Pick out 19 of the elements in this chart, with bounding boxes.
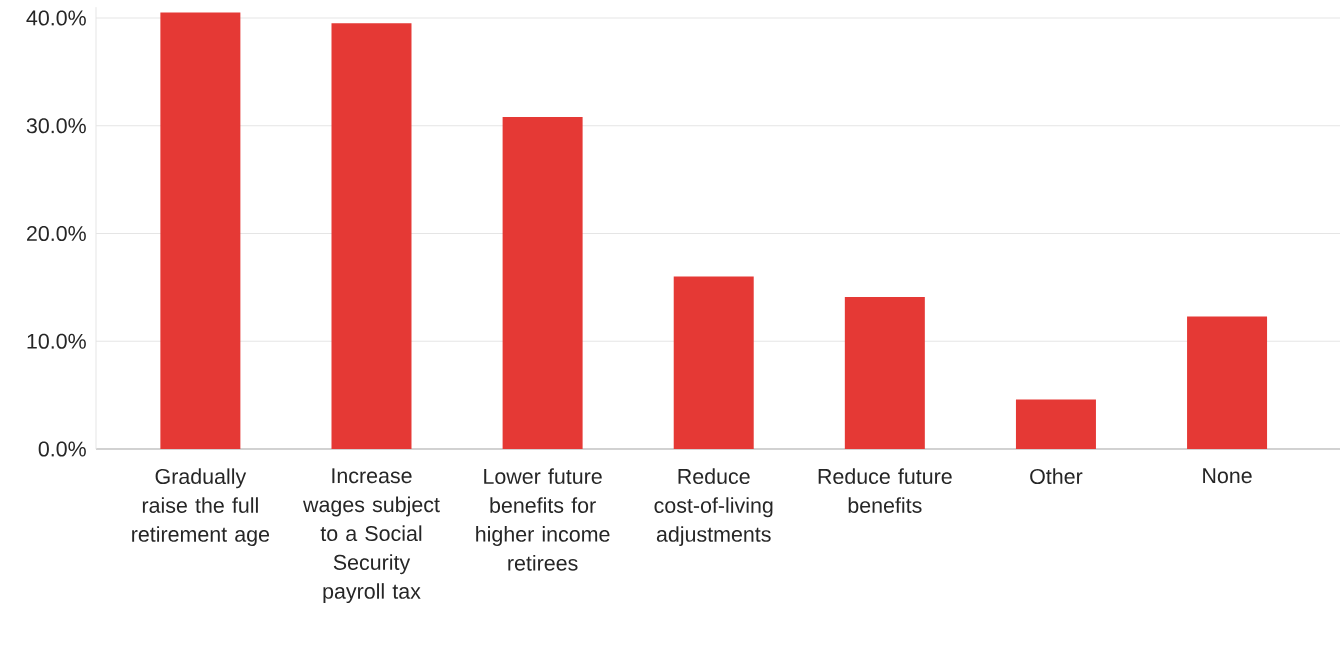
x-tick-label: None (1203, 468, 1252, 484)
x-tick-label: Reduce cost-of-living adjustments (654, 468, 773, 547)
bar (160, 12, 241, 449)
bar (1015, 399, 1096, 449)
x-tick-label: Lower future benefits for higher income retirees (476, 468, 610, 571)
y-tick-label: 40.0% (26, 10, 86, 26)
x-tick-label: Reduce future benefits (818, 468, 952, 513)
y-tick-label: 20.0% (27, 225, 86, 242)
x-tick-label: Gradually raise the full retirement age (132, 468, 270, 547)
bar (502, 117, 583, 449)
x-tick-label: Increase wages subject to a Social Security payroll tax (303, 468, 440, 604)
bar (844, 297, 925, 449)
y-tick-label: 0.0% (38, 441, 86, 457)
y-tick-label: 30.0% (26, 118, 86, 134)
bar (673, 276, 754, 449)
bar (1187, 316, 1268, 449)
bar (331, 23, 412, 449)
x-tick-label: Other (1030, 468, 1083, 485)
y-tick-label: 10.0% (27, 333, 86, 349)
